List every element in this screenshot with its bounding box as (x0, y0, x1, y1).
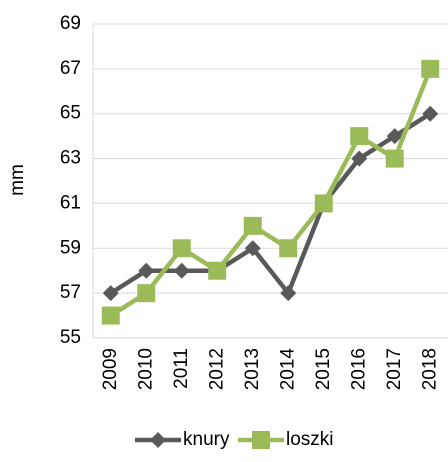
y-tick-label: 69 (60, 13, 81, 34)
x-tick-label: 2009 (100, 348, 121, 390)
marker (244, 240, 261, 257)
marker (422, 105, 439, 122)
marker (386, 128, 403, 145)
y-tick-label: 59 (60, 237, 81, 258)
y-tick-label: 63 (60, 148, 81, 169)
y-tick-label: 57 (60, 282, 81, 303)
x-tick-label: 2014 (277, 348, 298, 391)
x-tick-label: 2010 (135, 348, 156, 390)
marker (280, 285, 297, 302)
y-tick-label: 61 (60, 192, 81, 213)
marker (138, 262, 155, 279)
marker (243, 216, 262, 235)
marker (314, 194, 333, 213)
legend-label: loszki (286, 429, 334, 450)
y-axis-label: mm (7, 164, 28, 196)
x-tick-label: 2018 (419, 348, 440, 390)
marker (350, 127, 369, 146)
marker (421, 59, 440, 78)
marker (137, 284, 156, 303)
marker (208, 261, 227, 280)
x-tick-label: 2016 (348, 348, 369, 390)
marker (279, 239, 298, 258)
marker (173, 262, 190, 279)
legend-label: knury (183, 429, 230, 450)
marker (102, 285, 119, 302)
marker (150, 432, 166, 448)
series-line (109, 68, 433, 318)
x-tick-label: 2015 (313, 348, 334, 390)
y-tick-label: 55 (60, 327, 81, 348)
x-tick-label: 2012 (206, 348, 227, 390)
y-tick-label: 67 (60, 58, 81, 79)
marker (252, 431, 270, 449)
y-tick-label: 65 (60, 103, 81, 124)
marker (385, 149, 404, 168)
marker (172, 239, 191, 258)
x-tick-label: 2013 (242, 348, 263, 390)
marker (101, 306, 120, 325)
x-tick-label: 2017 (384, 348, 405, 390)
x-tick-label: 2011 (171, 348, 192, 389)
marker (351, 150, 368, 167)
